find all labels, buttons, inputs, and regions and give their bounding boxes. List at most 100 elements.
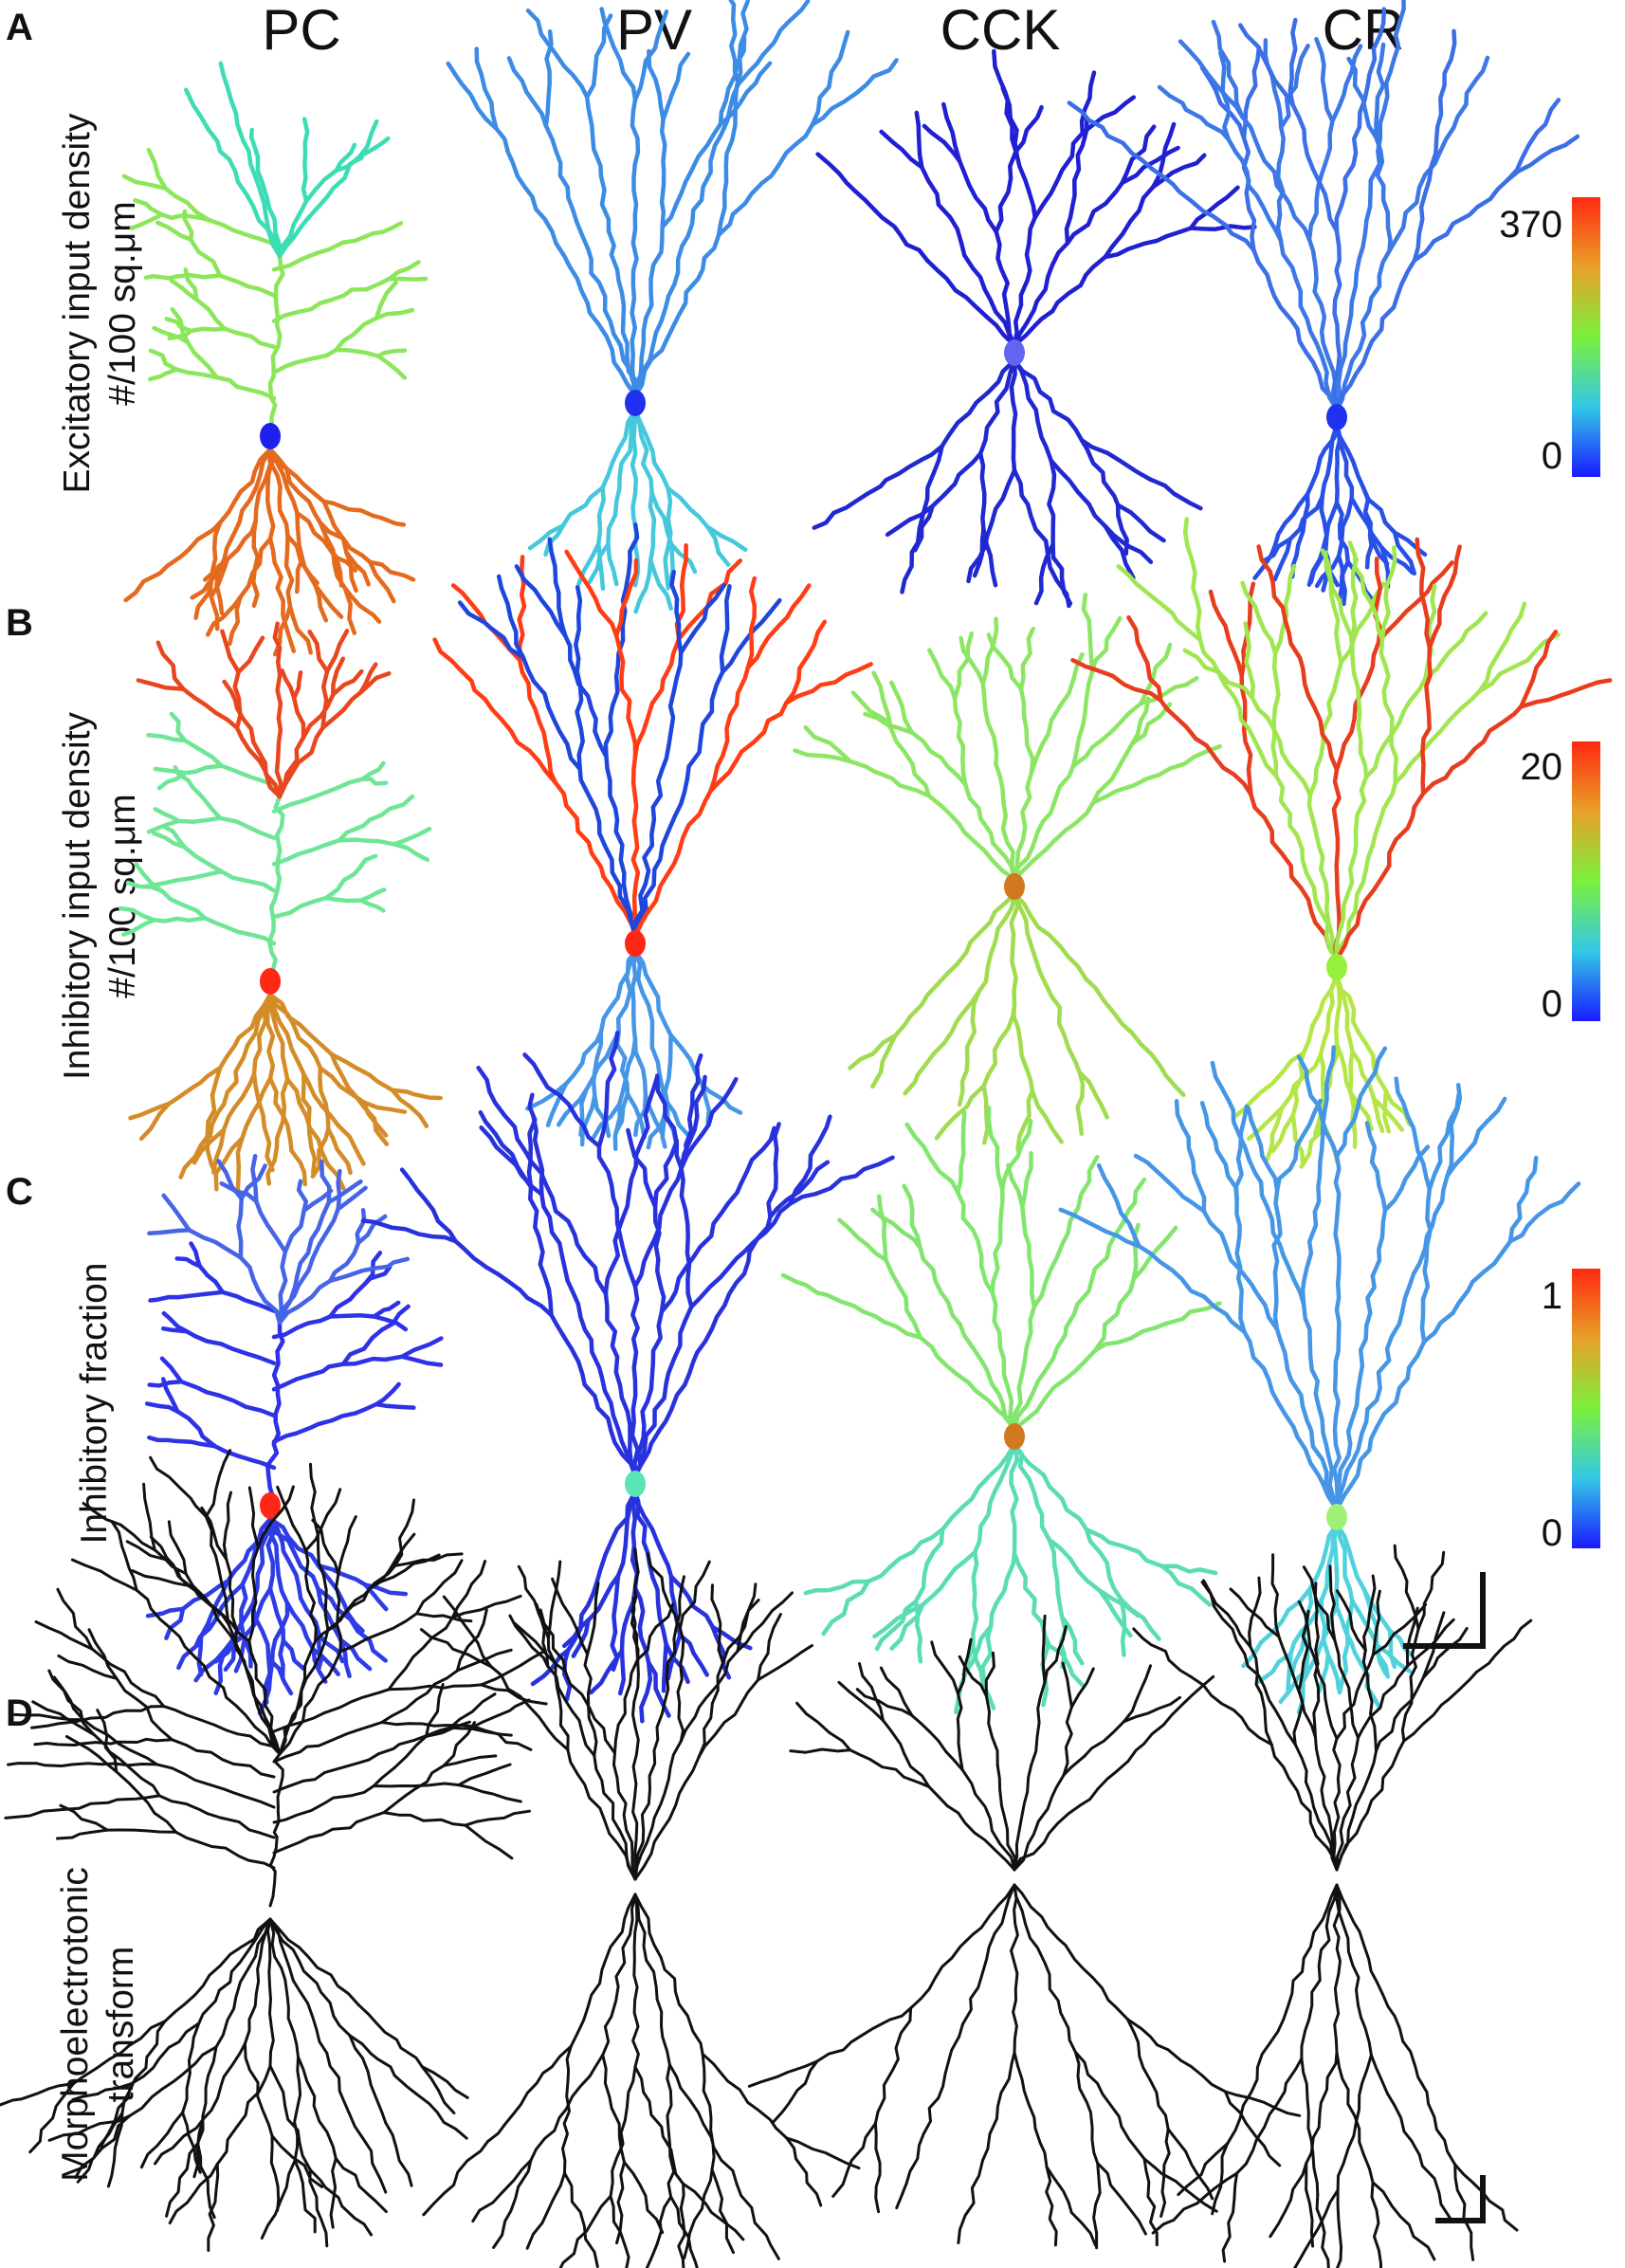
soma	[260, 423, 281, 449]
oblique-dendrite	[151, 351, 176, 370]
lower-dendrite	[959, 1885, 1014, 2037]
lower-dendrite	[666, 1035, 671, 1104]
upper-dendrite	[599, 1146, 635, 1287]
colorbar-b: 20 0	[1521, 741, 1601, 1025]
basal-dendrite	[299, 2057, 337, 2158]
neuron-b-pv	[435, 524, 871, 1149]
basal-dendrite	[216, 1919, 270, 2047]
lower-dendrite	[1337, 1885, 1403, 2041]
oblique-dendrite	[217, 377, 274, 398]
lower-dendrite	[806, 1582, 868, 1593]
row-label-c: Inhibitory fraction	[74, 1263, 115, 1545]
lower-dendrite	[1012, 1444, 1017, 1553]
upper-dendrite	[959, 161, 995, 231]
upper-dendrite	[528, 10, 587, 97]
upper-dendrite	[509, 58, 546, 125]
lower-dendrite	[1150, 480, 1200, 509]
upper-dendrite	[770, 1162, 828, 1217]
upper-dendrite	[961, 244, 1014, 345]
upper-dendrite	[1521, 631, 1556, 706]
tuft-dendrite	[329, 1181, 361, 1202]
colorbar-a-gradient	[1572, 197, 1600, 477]
upper-dendrite	[1446, 58, 1488, 139]
upper-dendrite	[1160, 701, 1251, 795]
oblique-dendrite	[343, 1357, 402, 1364]
tuft-dendrite	[323, 692, 361, 727]
lower-dendrite	[983, 2053, 1015, 2161]
lower-dendrite	[611, 2067, 635, 2196]
lower-dendrite	[703, 2054, 787, 2138]
column-headers: PC PV CCK CR	[262, 0, 1404, 62]
upper-dendrite	[739, 1, 808, 84]
upper-dendrite	[989, 1107, 1002, 1189]
lower-dendrite	[973, 1552, 977, 1647]
upper-dendrite	[632, 229, 637, 395]
upper-dendrite	[587, 97, 609, 231]
upper-dendrite	[520, 660, 556, 783]
upper-dendrite	[578, 1304, 635, 1476]
upper-dendrite	[616, 635, 635, 757]
upper-dendrite	[758, 1646, 812, 1680]
upper-dendrite	[1074, 1235, 1116, 1314]
basal-dendrite	[358, 2005, 422, 2067]
tuft-dendrite	[256, 1201, 285, 1252]
basal-dendrite	[374, 516, 404, 524]
panel-letter-c: C	[6, 1171, 33, 1213]
tuft-dendrite	[239, 1198, 242, 1257]
oblique-dendrite	[373, 223, 401, 233]
basal-dendrite	[181, 1137, 208, 1178]
tuft-dendrite	[294, 672, 301, 698]
oblique-dendrite	[381, 796, 412, 815]
oblique-dendrite	[363, 779, 387, 784]
upper-dendrite	[662, 119, 665, 227]
tuft-dendrite	[303, 152, 306, 201]
basal-dendrite	[245, 2043, 272, 2135]
soma	[625, 930, 646, 957]
lower-dendrite	[1337, 1885, 1372, 2056]
upper-dendrite	[989, 635, 1021, 689]
lower-dendrite	[1367, 536, 1372, 567]
oblique-dendrite	[154, 918, 205, 921]
lower-dendrite	[1047, 2167, 1095, 2245]
colorbar-c-min-label: 0	[1542, 1512, 1562, 1554]
upper-dendrite	[594, 1756, 635, 1880]
tuft-dendrite	[149, 1230, 189, 1233]
oblique-dendrite	[219, 1396, 274, 1416]
lower-dendrite	[598, 487, 603, 543]
upper-dendrite	[958, 1113, 964, 1193]
oblique-dendrite	[330, 1284, 365, 1317]
lower-dendrite	[911, 1885, 1014, 2008]
upper-dendrite	[1273, 653, 1279, 776]
oblique-dendrite	[175, 275, 220, 277]
neuron-a-pc	[124, 64, 426, 654]
lower-dendrite	[1334, 1885, 1340, 2053]
upper-dendrite	[965, 785, 1014, 879]
lower-dendrite	[1373, 2183, 1434, 2259]
upper-dendrite	[1119, 566, 1200, 640]
upper-dendrite	[797, 1703, 850, 1750]
upper-dendrite	[1021, 629, 1033, 688]
upper-dendrite	[635, 1757, 699, 1879]
lower-dendrite	[617, 2163, 625, 2243]
row-label-b-line-1: Inhibitory input density	[57, 711, 98, 1080]
basal-dendrite	[270, 1919, 299, 2057]
oblique-dendrite	[378, 351, 405, 357]
basal-dendrite	[336, 2159, 386, 2212]
lower-dendrite	[983, 529, 995, 585]
lower-dendrite	[1127, 2020, 1225, 2092]
lower-dendrite	[903, 528, 921, 593]
soma	[1326, 404, 1347, 430]
upper-dendrite	[1034, 1220, 1070, 1307]
basal-dendrite	[270, 1919, 350, 2036]
upper-dendrite	[786, 622, 825, 704]
row-label-a-line-1: Excitatory input density	[57, 113, 98, 494]
upper-dendrite	[691, 1204, 790, 1308]
upper-dendrite	[699, 1663, 723, 1758]
upper-dendrite	[1367, 1123, 1385, 1210]
upper-dendrite	[962, 1770, 1014, 1870]
upper-dendrite	[721, 586, 730, 671]
basal-dendrite	[270, 539, 283, 601]
column-header-cr: CR	[1323, 0, 1405, 62]
lower-dendrite	[1014, 1444, 1086, 1529]
oblique-dendrite	[450, 1694, 495, 1728]
